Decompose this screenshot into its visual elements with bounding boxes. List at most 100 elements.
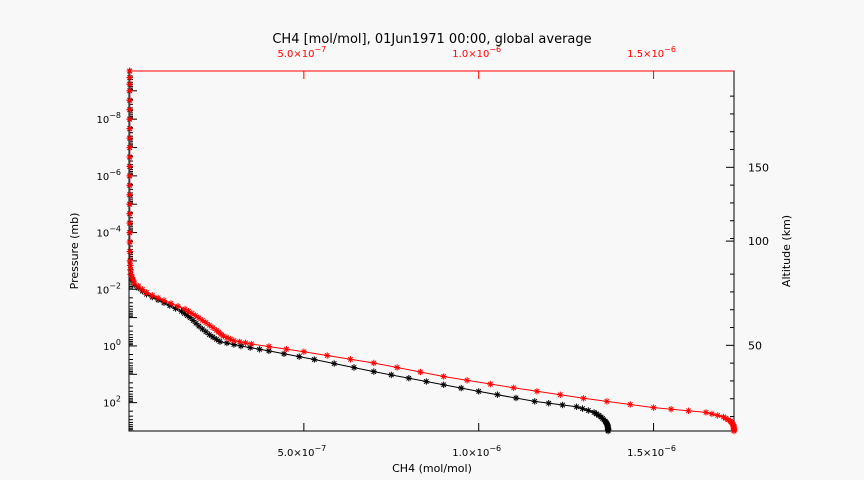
- series-1-marker: [347, 356, 354, 363]
- series-0-marker: [280, 350, 288, 357]
- x-tick-label-1: 1.0×10−6: [452, 444, 501, 459]
- series-1-marker: [126, 74, 133, 81]
- series-1-marker: [126, 200, 133, 208]
- series-1-marker: [174, 303, 182, 310]
- series-1-marker: [149, 292, 156, 299]
- x-axis-label: CH4 (mol/mol): [392, 462, 472, 475]
- y-tick-label-4: 100: [103, 338, 121, 353]
- series-1-marker: [650, 404, 657, 411]
- series-1-marker: [685, 407, 692, 414]
- series-0-marker: [579, 405, 586, 412]
- series-1-marker: [135, 282, 142, 290]
- series-1-marker: [126, 67, 133, 75]
- series-0-marker: [213, 336, 220, 343]
- series-0-marker: [202, 328, 210, 335]
- series-1-marker: [370, 359, 377, 367]
- series-0-marker: [573, 403, 580, 410]
- series-1-marker: [324, 352, 331, 359]
- series-1-marker: [393, 364, 401, 371]
- series-1-marker: [236, 338, 243, 345]
- chart-title: CH4 [mol/mol], 01Jun1971 00:00, global a…: [272, 32, 591, 47]
- series-1-marker: [126, 229, 133, 236]
- series-1-marker: [154, 294, 162, 302]
- series-0-marker: [545, 400, 552, 407]
- series-1-marker: [708, 410, 716, 418]
- series-1-marker: [557, 391, 564, 398]
- axes-group: 5.0×10−7 1.0×10−6 1.5×10−6 5.0×10−7 1.0×10−6…: [96, 45, 769, 459]
- series-1-marker: [126, 144, 133, 151]
- series-0-marker: [311, 356, 318, 363]
- series-0-marker: [590, 409, 598, 416]
- series-1-marker: [167, 300, 175, 307]
- x-tick-label-2: 1.5×10−6: [627, 444, 676, 459]
- series-1-marker: [126, 172, 133, 180]
- series-1-marker: [283, 345, 290, 353]
- series-1-marker: [192, 312, 199, 319]
- series-1-marker: [181, 305, 189, 313]
- altitude-tick-label-1: 100: [748, 235, 769, 248]
- series-0-marker: [585, 407, 592, 414]
- series-0-marker: [209, 333, 217, 341]
- series-1-marker: [720, 413, 727, 421]
- y-tick-label-3: 10−2: [96, 281, 121, 296]
- series-1-marker: [126, 125, 133, 132]
- top-x-tick-label-1: 1.0×10−6: [452, 45, 501, 60]
- series-1-marker: [126, 163, 133, 170]
- y-axis-label-left: Pressure (mb): [68, 213, 81, 290]
- series-1-marker: [126, 182, 133, 189]
- series-0-marker: [405, 375, 412, 382]
- series-group: [126, 67, 738, 435]
- series-1-marker: [440, 373, 447, 380]
- series-1-marker: [463, 377, 471, 384]
- series-0-marker: [475, 388, 482, 395]
- series-1-marker: [300, 348, 308, 355]
- series-0-marker: [256, 346, 263, 353]
- top-x-tick-label-2: 1.5×10−6: [627, 45, 676, 60]
- series-1-marker: [126, 134, 133, 142]
- series-1-marker: [603, 398, 611, 405]
- series-1-marker: [126, 87, 133, 95]
- series-0-marker: [216, 338, 224, 345]
- series-0-marker: [458, 384, 465, 392]
- series-1-marker: [127, 262, 134, 269]
- series-0-marker: [388, 371, 395, 379]
- series-0-marker: [237, 342, 245, 350]
- series-1-marker: [206, 322, 213, 329]
- series-1-marker: [580, 395, 587, 402]
- series-1-marker: [199, 317, 206, 324]
- series-line-0: [129, 71, 609, 431]
- series-1-marker: [143, 289, 150, 296]
- series-0-marker: [199, 325, 206, 333]
- top-x-tick-label-0: 5.0×10−7: [277, 45, 326, 60]
- series-1-marker: [702, 409, 710, 416]
- series-1-marker: [126, 106, 133, 113]
- series-0-marker: [531, 398, 538, 405]
- series-1-marker: [126, 115, 133, 123]
- series-1-marker: [242, 339, 249, 347]
- series-1-marker: [533, 388, 541, 395]
- series-1-marker: [126, 191, 133, 199]
- series-1-marker: [139, 286, 146, 293]
- series-1-marker: [667, 406, 675, 413]
- series-0-marker: [296, 353, 303, 360]
- series-1-marker: [127, 271, 135, 278]
- series-1-marker: [714, 412, 721, 419]
- series-1-marker: [126, 257, 134, 265]
- series-1-marker: [417, 368, 424, 376]
- y-tick-label-5: 102: [103, 395, 121, 410]
- series-1-marker: [627, 401, 634, 408]
- series-1-marker: [265, 343, 273, 350]
- series-1-marker: [126, 153, 133, 161]
- series-0-marker: [423, 378, 430, 385]
- series-0-marker: [178, 308, 185, 315]
- series-line-1: [129, 71, 735, 431]
- series-0-marker: [331, 360, 338, 367]
- series-1-marker: [126, 219, 133, 227]
- series-1-marker: [160, 297, 168, 304]
- y-tick-label-1: 10−6: [96, 168, 121, 183]
- series-0-marker: [559, 401, 566, 409]
- series-1-marker: [487, 380, 494, 388]
- altitude-tick-label-2: 150: [748, 161, 769, 174]
- y-axis-label-right: Altitude (km): [780, 215, 793, 287]
